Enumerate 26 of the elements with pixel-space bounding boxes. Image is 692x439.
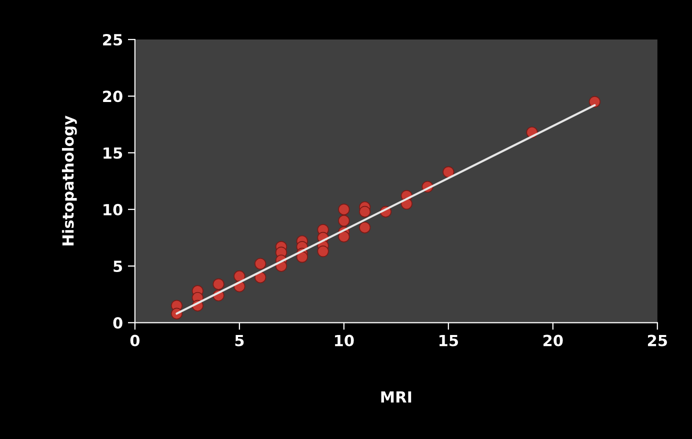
x-axis-title: MRI: [381, 391, 412, 403]
point: [212, 278, 224, 290]
point: [317, 246, 329, 258]
point: [254, 258, 266, 270]
y-tick-label: 5: [114, 260, 122, 272]
y-tick-label: 0: [113, 317, 122, 329]
x-tick-label: 15: [440, 334, 458, 346]
point: [338, 214, 350, 227]
x-tick-label: 20: [543, 334, 563, 346]
point: [234, 270, 246, 282]
y-tick-label: 20: [103, 90, 122, 102]
x-tick-label: 0: [130, 334, 140, 346]
point: [338, 204, 350, 216]
point: [359, 206, 371, 218]
point: [338, 230, 350, 242]
y-tick-label: 15: [104, 147, 122, 159]
point: [442, 166, 454, 178]
point: [588, 96, 601, 108]
point: [359, 222, 371, 234]
x-tick-label: 25: [648, 334, 667, 346]
y-axis-title: Histopathology: [62, 116, 77, 246]
x-tick-label: 10: [335, 334, 354, 346]
point: [296, 251, 308, 263]
x-tick-label: 5: [235, 334, 244, 346]
y-tick-label: 10: [104, 204, 122, 216]
y-tick-label: 25: [103, 34, 122, 46]
